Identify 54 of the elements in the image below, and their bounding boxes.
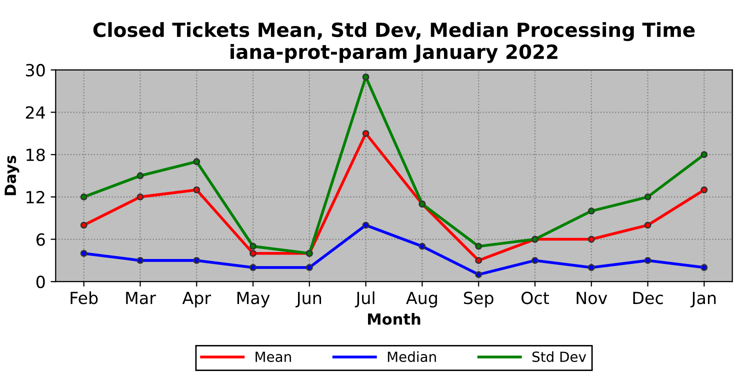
y-tick-label: 0 — [36, 276, 45, 288]
point — [193, 256, 200, 264]
point — [136, 193, 144, 200]
y-tick-label: 6 — [36, 233, 45, 246]
x-tick-label: Jun — [296, 292, 322, 308]
point — [700, 151, 708, 158]
point — [475, 242, 482, 250]
point — [644, 222, 652, 229]
point — [250, 250, 256, 257]
legend-label: Median — [388, 351, 436, 362]
x-axis-title: Month — [368, 313, 420, 325]
point — [588, 236, 595, 243]
point — [644, 256, 652, 264]
x-tick-label: Apr — [182, 292, 212, 308]
x-tick-label: Mar — [126, 292, 156, 304]
point — [80, 250, 88, 257]
point — [250, 242, 256, 250]
y-tick-label: 18 — [26, 148, 45, 162]
point — [700, 264, 708, 271]
point — [362, 74, 370, 80]
x-tick-label: Sep — [464, 292, 494, 308]
legend-label: Mean — [256, 352, 291, 362]
point — [250, 264, 256, 271]
legend-label: Std Dev — [532, 351, 586, 362]
point — [193, 186, 200, 194]
y-axis-title: Days — [4, 156, 20, 196]
point — [588, 264, 595, 271]
x-tick-label: Feb — [70, 291, 98, 304]
point — [418, 242, 426, 250]
y-tick-label: 30 — [26, 64, 45, 76]
point — [532, 256, 538, 264]
x-tick-label: Nov — [576, 292, 608, 304]
point — [644, 193, 652, 200]
x-tick-label: Jan — [690, 292, 716, 308]
point — [475, 256, 482, 264]
x-tick-label: Dec — [633, 292, 663, 304]
point — [588, 208, 595, 215]
point — [362, 222, 370, 229]
point — [193, 158, 200, 166]
point — [306, 264, 313, 271]
x-tick-label: May — [237, 292, 270, 308]
point — [80, 193, 88, 200]
point — [136, 256, 144, 264]
point — [475, 271, 482, 278]
y-tick-label: 12 — [26, 190, 44, 204]
x-tick-label: Oct — [522, 292, 549, 304]
x-tick-label: Aug — [406, 292, 437, 308]
point — [80, 222, 88, 229]
point — [136, 172, 144, 180]
x-tick-label: Jul — [354, 291, 374, 308]
chart-title: Closed Tickets Mean, Std Dev, Median Processing Time iana-prot-param January 2022 — [93, 22, 695, 64]
point — [362, 130, 370, 137]
y-tick-label: 24 — [26, 106, 45, 119]
point — [700, 186, 708, 194]
